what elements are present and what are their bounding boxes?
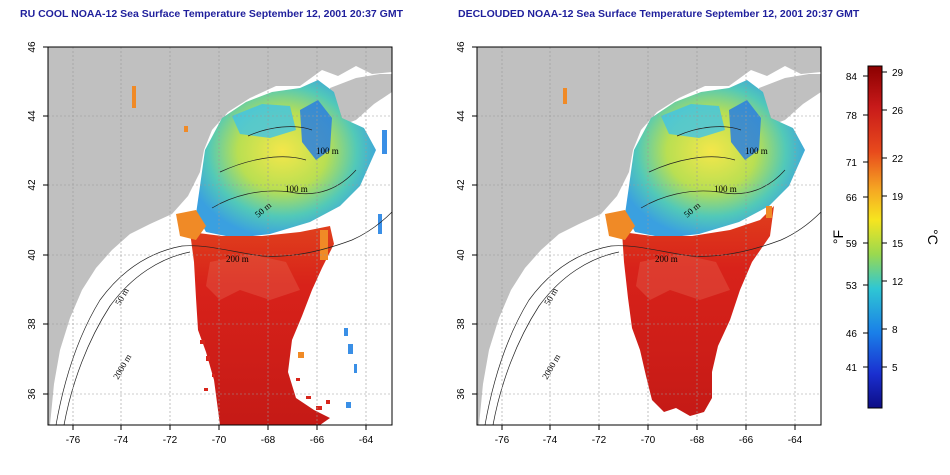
colorbar-gradient <box>867 65 883 409</box>
sst-warm-texture <box>636 254 730 300</box>
sst-warm-texture <box>206 254 300 300</box>
svg-text:-66: -66 <box>310 435 325 446</box>
svg-text:-72: -72 <box>163 435 178 446</box>
svg-text:78: 78 <box>846 111 858 122</box>
sst-speckle <box>200 340 330 410</box>
svg-text:100 m: 100 m <box>285 184 308 194</box>
lat-tick-labels: 36 38 40 42 44 46 <box>27 41 38 400</box>
svg-text:42: 42 <box>27 179 38 191</box>
right-sst-map: 100 m 100 m 50 m 200 m 50 m 2000 m <box>456 41 822 446</box>
svg-text:29: 29 <box>892 68 904 79</box>
svg-text:40: 40 <box>456 249 467 261</box>
sst-cold-patch <box>729 100 761 160</box>
svg-text:-76: -76 <box>495 435 510 446</box>
svg-text:36: 36 <box>27 388 38 400</box>
svg-text:-74: -74 <box>114 435 129 446</box>
sst-cold-patch <box>300 100 332 160</box>
svg-text:-64: -64 <box>788 435 803 446</box>
svg-text:38: 38 <box>27 318 38 330</box>
svg-text:66: 66 <box>846 193 858 204</box>
svg-text:15: 15 <box>892 239 904 250</box>
bathymetry-contours <box>484 126 822 426</box>
grid-lines <box>477 47 821 425</box>
sst-warm-region <box>622 206 774 416</box>
land-mass <box>48 47 392 425</box>
land-mass <box>330 74 392 126</box>
lon-tick-labels: -76 -74 -72 -70 -68 -66 -64 <box>495 435 803 446</box>
svg-text:44: 44 <box>456 110 467 122</box>
sst-speckle <box>563 88 772 218</box>
svg-text:-74: -74 <box>543 435 558 446</box>
svg-text:53: 53 <box>846 281 858 292</box>
sst-orange-band <box>605 210 635 240</box>
svg-text:71: 71 <box>846 158 858 169</box>
svg-text:-64: -64 <box>359 435 374 446</box>
svg-text:-68: -68 <box>261 435 276 446</box>
svg-text:200 m: 200 m <box>226 254 249 264</box>
sst-speckle <box>132 86 328 358</box>
svg-text:-68: -68 <box>690 435 705 446</box>
svg-text:-70: -70 <box>212 435 227 446</box>
svg-text:59: 59 <box>846 239 858 250</box>
svg-text:-72: -72 <box>592 435 607 446</box>
right-map-title: DECLOUDED NOAA-12 Sea Surface Temperatur… <box>458 8 860 20</box>
temperature-colorbar: 84 78 71 66 59 53 46 41 29 26 22 19 15 1… <box>830 65 941 409</box>
left-sst-map: 100 m 100 m 50 m 200 m 50 m 2000 m <box>27 41 393 446</box>
celsius-unit-label: °C <box>925 229 941 245</box>
svg-text:40: 40 <box>27 249 38 261</box>
svg-text:-70: -70 <box>641 435 656 446</box>
svg-text:42: 42 <box>456 179 467 191</box>
land-mass <box>759 74 821 126</box>
grid-lines <box>48 47 392 425</box>
fahrenheit-tick-labels: 84 78 71 66 59 53 46 41 <box>846 72 858 374</box>
svg-text:22: 22 <box>892 154 904 165</box>
svg-text:36: 36 <box>456 388 467 400</box>
svg-text:12: 12 <box>892 277 904 288</box>
sst-cold-patch <box>661 104 725 138</box>
svg-text:5: 5 <box>892 363 898 374</box>
svg-text:100 m: 100 m <box>316 146 339 156</box>
fahrenheit-unit-label: °F <box>830 230 846 244</box>
svg-text:-66: -66 <box>739 435 754 446</box>
svg-text:200 m: 200 m <box>655 254 678 264</box>
svg-text:46: 46 <box>27 41 38 53</box>
celsius-tick-labels: 29 26 22 19 15 12 8 5 <box>892 68 904 374</box>
sst-orange-band <box>176 210 206 240</box>
svg-text:-76: -76 <box>66 435 81 446</box>
svg-text:44: 44 <box>27 110 38 122</box>
svg-text:8: 8 <box>892 325 898 336</box>
svg-text:100 m: 100 m <box>745 146 768 156</box>
sst-speckle <box>344 130 387 408</box>
svg-text:100 m: 100 m <box>714 184 737 194</box>
svg-text:41: 41 <box>846 363 858 374</box>
lon-tick-labels: -76 -74 -72 -70 -68 -66 -64 <box>66 435 374 446</box>
svg-text:19: 19 <box>892 192 904 203</box>
svg-text:46: 46 <box>846 329 858 340</box>
svg-text:26: 26 <box>892 106 904 117</box>
land-mass <box>477 47 821 425</box>
sst-warm-region <box>190 226 334 425</box>
sst-cold-patch <box>232 104 296 138</box>
svg-text:46: 46 <box>456 41 467 53</box>
left-map-title: RU COOL NOAA-12 Sea Surface Temperature … <box>20 8 404 20</box>
svg-text:84: 84 <box>846 72 858 83</box>
lat-tick-labels: 36 38 40 42 44 46 <box>456 41 467 400</box>
svg-text:38: 38 <box>456 318 467 330</box>
